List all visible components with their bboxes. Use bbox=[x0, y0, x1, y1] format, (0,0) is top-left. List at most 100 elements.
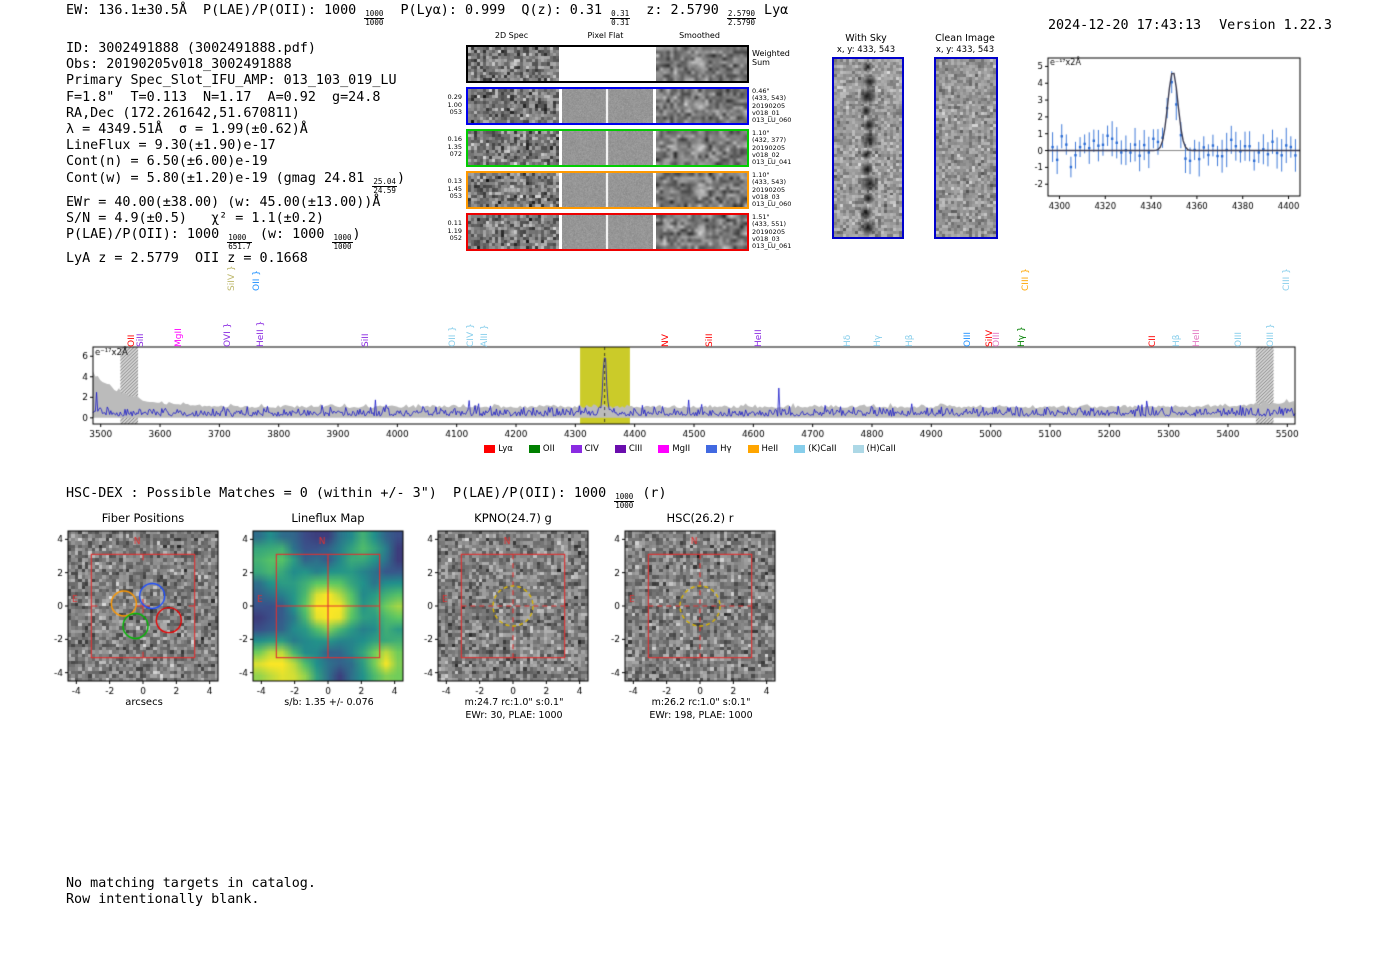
cutout-title-hsc-r: HSC(26.2) r bbox=[666, 511, 734, 525]
kpno-g-cutout bbox=[400, 527, 596, 697]
fiber-id-line: v018_03 bbox=[752, 192, 780, 201]
spec2d-cell-canvas bbox=[656, 173, 747, 207]
fiber-id-line: v018_03 bbox=[752, 234, 780, 243]
emission-line-label: SiII bbox=[361, 333, 372, 347]
fiber-id-line: 013_LU_060 bbox=[752, 116, 792, 125]
legend-label: MgII bbox=[672, 444, 691, 454]
fiber-weight-value: 1.00 bbox=[447, 100, 462, 109]
text-segment: P(Lyα): 0.999 Q(z): 0.31 bbox=[384, 3, 611, 18]
fiber-weight-value: 052 bbox=[449, 234, 462, 242]
fiber-weight-value: 0.16 bbox=[447, 135, 462, 143]
info-line: F=1.8" T=0.113 N=1.17 A=0.92 g=24.8 bbox=[66, 90, 405, 106]
emission-line-label: SiII bbox=[136, 333, 147, 347]
text-segment: EWr = 40.00(±38.00) (w: 45.00(±13.00))Å bbox=[66, 194, 381, 210]
spec2d-cell-canvas bbox=[656, 47, 747, 81]
fiber-weight-value: 0.11 bbox=[447, 219, 462, 227]
text-segment: Obs: 20190205v018_3002491888 bbox=[66, 57, 292, 73]
emission-line-label: OVI } bbox=[223, 322, 234, 347]
text-segment: Cont(n) = 6.50(±6.00)e-19 bbox=[66, 154, 268, 170]
kpno-caption-ewr: EWr: 30, PLAE: 1000 bbox=[465, 710, 563, 721]
stacked-fraction: 0.31 0.31 bbox=[610, 10, 631, 27]
info-line: ID: 3002491888 (3002491888.pdf) bbox=[66, 41, 405, 57]
text-segment: Lyα bbox=[756, 3, 789, 18]
full-spectrum-plot bbox=[60, 338, 1320, 442]
hsc-dex-match-line: HSC-DEX : Possible Matches = 0 (within +… bbox=[66, 486, 667, 510]
legend-swatch bbox=[658, 445, 670, 453]
fiber-weight-value: 1.45 bbox=[447, 184, 462, 193]
legend-item: HeII bbox=[747, 444, 778, 454]
emission-line-label: MgII bbox=[174, 328, 185, 347]
cutout-title-kpno-g: KPNO(24.7) g bbox=[474, 511, 552, 525]
legend-swatch bbox=[484, 445, 496, 453]
emission-line-label: OIII bbox=[962, 331, 973, 347]
info-line: S/N = 4.9(±0.5) χ² = 1.1(±0.2) bbox=[66, 211, 405, 227]
col-header-smoothed: Smoothed bbox=[679, 31, 720, 40]
lineflux-caption: s/b: 1.35 +/- 0.076 bbox=[284, 697, 374, 708]
fiber-id-line: 0.46" bbox=[752, 87, 770, 95]
text-segment: P(LAE)/P(OII): 1000 bbox=[66, 227, 228, 243]
spec2d-row-right-labels: 1.10" (433, 543) 20190205 v018_03 013_LU_060 bbox=[752, 171, 791, 208]
legend-label: (K)CaII bbox=[808, 444, 837, 454]
detection-info-block: ID: 3002491888 (3002491888.pdf) Obs: 2019… bbox=[66, 41, 405, 267]
clean-image-coords: x, y: 433, 543 bbox=[935, 45, 995, 55]
legend-label: OII bbox=[542, 444, 555, 454]
text-segment: Primary Spec_Slot_IFU_AMP: 013_103_019_L… bbox=[66, 73, 397, 89]
header-timestamp-version: 2024-12-20 17:43:13 Version 1.22.3 bbox=[1016, 3, 1332, 48]
fiber-weight-value: 072 bbox=[449, 150, 462, 158]
fiber-weight-value: 053 bbox=[449, 108, 462, 116]
spec2d-cell-canvas bbox=[562, 215, 653, 249]
info-line: λ = 4349.51Å σ = 1.99(±0.62)Å bbox=[66, 122, 405, 138]
legend-item: MgII bbox=[658, 444, 690, 454]
stacked-fraction: 2.5790 2.5790 bbox=[726, 10, 756, 27]
text-segment: RA,Dec (172.261642,51.670811) bbox=[66, 105, 300, 121]
legend-item: Lyα bbox=[484, 444, 513, 454]
spec2d-row bbox=[466, 45, 749, 83]
legend-swatch bbox=[852, 445, 864, 453]
stacked-fraction: 1000 1000 bbox=[614, 493, 635, 510]
spec2d-row bbox=[466, 213, 749, 251]
stacked-fraction: 1000 651.7 bbox=[227, 234, 252, 251]
legend-item: CIII bbox=[614, 444, 642, 454]
fraction-bottom: 1000 bbox=[333, 242, 352, 252]
fiber-id-line: (433, 543) bbox=[752, 178, 787, 187]
legend-label: Hγ bbox=[720, 444, 732, 454]
fiber-positions-cutout bbox=[30, 527, 226, 697]
col-header-2d-spec: 2D Spec bbox=[494, 31, 529, 40]
spec2d-row-right-labels: 1.51" (433, 551) 20190205 v018_03 013_LU_061 bbox=[752, 213, 791, 250]
clean-image bbox=[934, 57, 998, 239]
spec2d-cell-canvas bbox=[656, 215, 747, 249]
fiber-weight-value: 053 bbox=[449, 192, 462, 200]
text-segment: Cont(w) = 5.80(±1.20)e-19 (gmag 24.81 bbox=[66, 170, 373, 186]
fraction-bottom: 651.7 bbox=[228, 242, 251, 252]
spec2d-row bbox=[466, 171, 749, 209]
emission-line-label: NV bbox=[660, 334, 671, 347]
fiber-weight-value: 1.35 bbox=[447, 142, 462, 151]
fiber-id-line: 1.51" bbox=[752, 213, 770, 221]
report-timestamp: 2024-12-20 17:43:13 bbox=[1047, 18, 1202, 33]
spec2d-row bbox=[466, 129, 749, 167]
legend-label: CIV bbox=[584, 444, 599, 454]
spectrum-legend: Lyα OII CIV CIII MgII Hγ HeII (K)CaII (H)CaII bbox=[60, 444, 1320, 454]
fiber-id-line: 20190205 bbox=[752, 101, 786, 110]
emission-line-label: Hβ bbox=[1171, 334, 1182, 347]
text-segment: HSC-DEX : Possible Matches = 0 (within +… bbox=[66, 486, 615, 501]
spec2d-row-right-labels: 1.10" (432, 377) 20190205 v018_02 013_LU_041 bbox=[752, 129, 791, 166]
emission-line-label: OIII bbox=[991, 331, 1002, 347]
fraction-top: 1000 bbox=[332, 233, 353, 244]
text-segment: (w: 1000 bbox=[251, 227, 333, 243]
fiber-id-line: 1.10" bbox=[752, 129, 770, 137]
emission-line-label: AlII } bbox=[480, 324, 491, 347]
text-segment: S/N = 4.9(±0.5) χ² = 1.1(±0.2) bbox=[66, 210, 324, 226]
fiber-positions-xlabel: arcsecs bbox=[125, 697, 163, 708]
fraction-top: 1000 bbox=[227, 234, 252, 244]
emission-line-label: Hδ bbox=[843, 334, 854, 347]
spec2d-row-right-labels: 0.46" (433, 543) 20190205 v018_01 013_LU_060 bbox=[752, 87, 792, 125]
info-line: Cont(w) = 5.80(±1.20)e-19 (gmag 24.81 25… bbox=[66, 171, 405, 195]
legend-label: (H)CaII bbox=[866, 444, 896, 454]
legend-swatch bbox=[528, 445, 540, 453]
footer-note-2: Row intentionally blank. bbox=[66, 892, 260, 907]
fiber-id-line: Sum bbox=[752, 58, 770, 67]
fraction-bottom: 24.59 bbox=[373, 185, 396, 195]
hsc-caption: m:26.2 rc:1.0" s:0.1" bbox=[651, 697, 751, 708]
spec2d-cell-canvas bbox=[468, 173, 559, 207]
